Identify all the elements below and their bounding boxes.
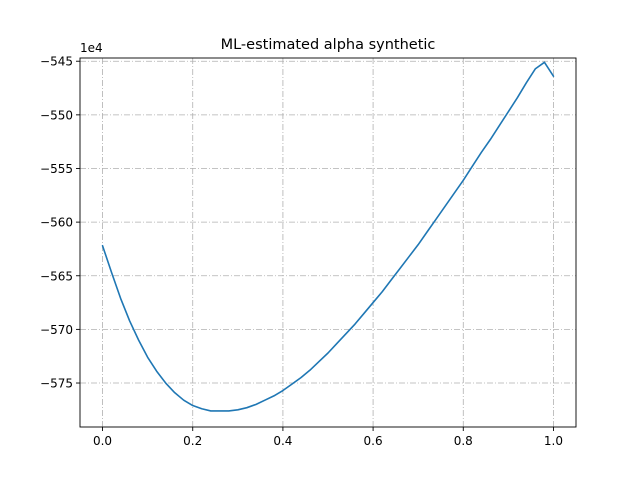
- y-tick-label: −560: [40, 216, 73, 230]
- y-offset-label: 1e4: [80, 41, 103, 55]
- chart-title: ML-estimated alpha synthetic: [221, 37, 436, 53]
- x-tick-label: 0.0: [93, 434, 112, 448]
- grid-layer: [80, 58, 576, 427]
- y-tick-label: −570: [40, 323, 73, 337]
- y-tick-label: −575: [40, 377, 73, 391]
- x-tick-label: 0.8: [454, 434, 473, 448]
- x-tick-label: 0.4: [273, 434, 292, 448]
- y-tick-label: −545: [40, 55, 73, 69]
- x-tick-label: 0.2: [183, 434, 202, 448]
- y-tick-label: −555: [40, 162, 73, 176]
- plot-frame: [79, 57, 577, 428]
- x-tick-label: 0.6: [364, 434, 383, 448]
- y-tick-label: −550: [40, 108, 73, 122]
- y-tick-label: −565: [40, 269, 73, 283]
- x-tick-label: 1.0: [544, 434, 563, 448]
- axes-layer: 0.0 0.2 0.4 0.6 0.8 1.0 −575 −570 −565 −560 −555 −5…: [40, 55, 577, 448]
- series-line: [101, 61, 555, 412]
